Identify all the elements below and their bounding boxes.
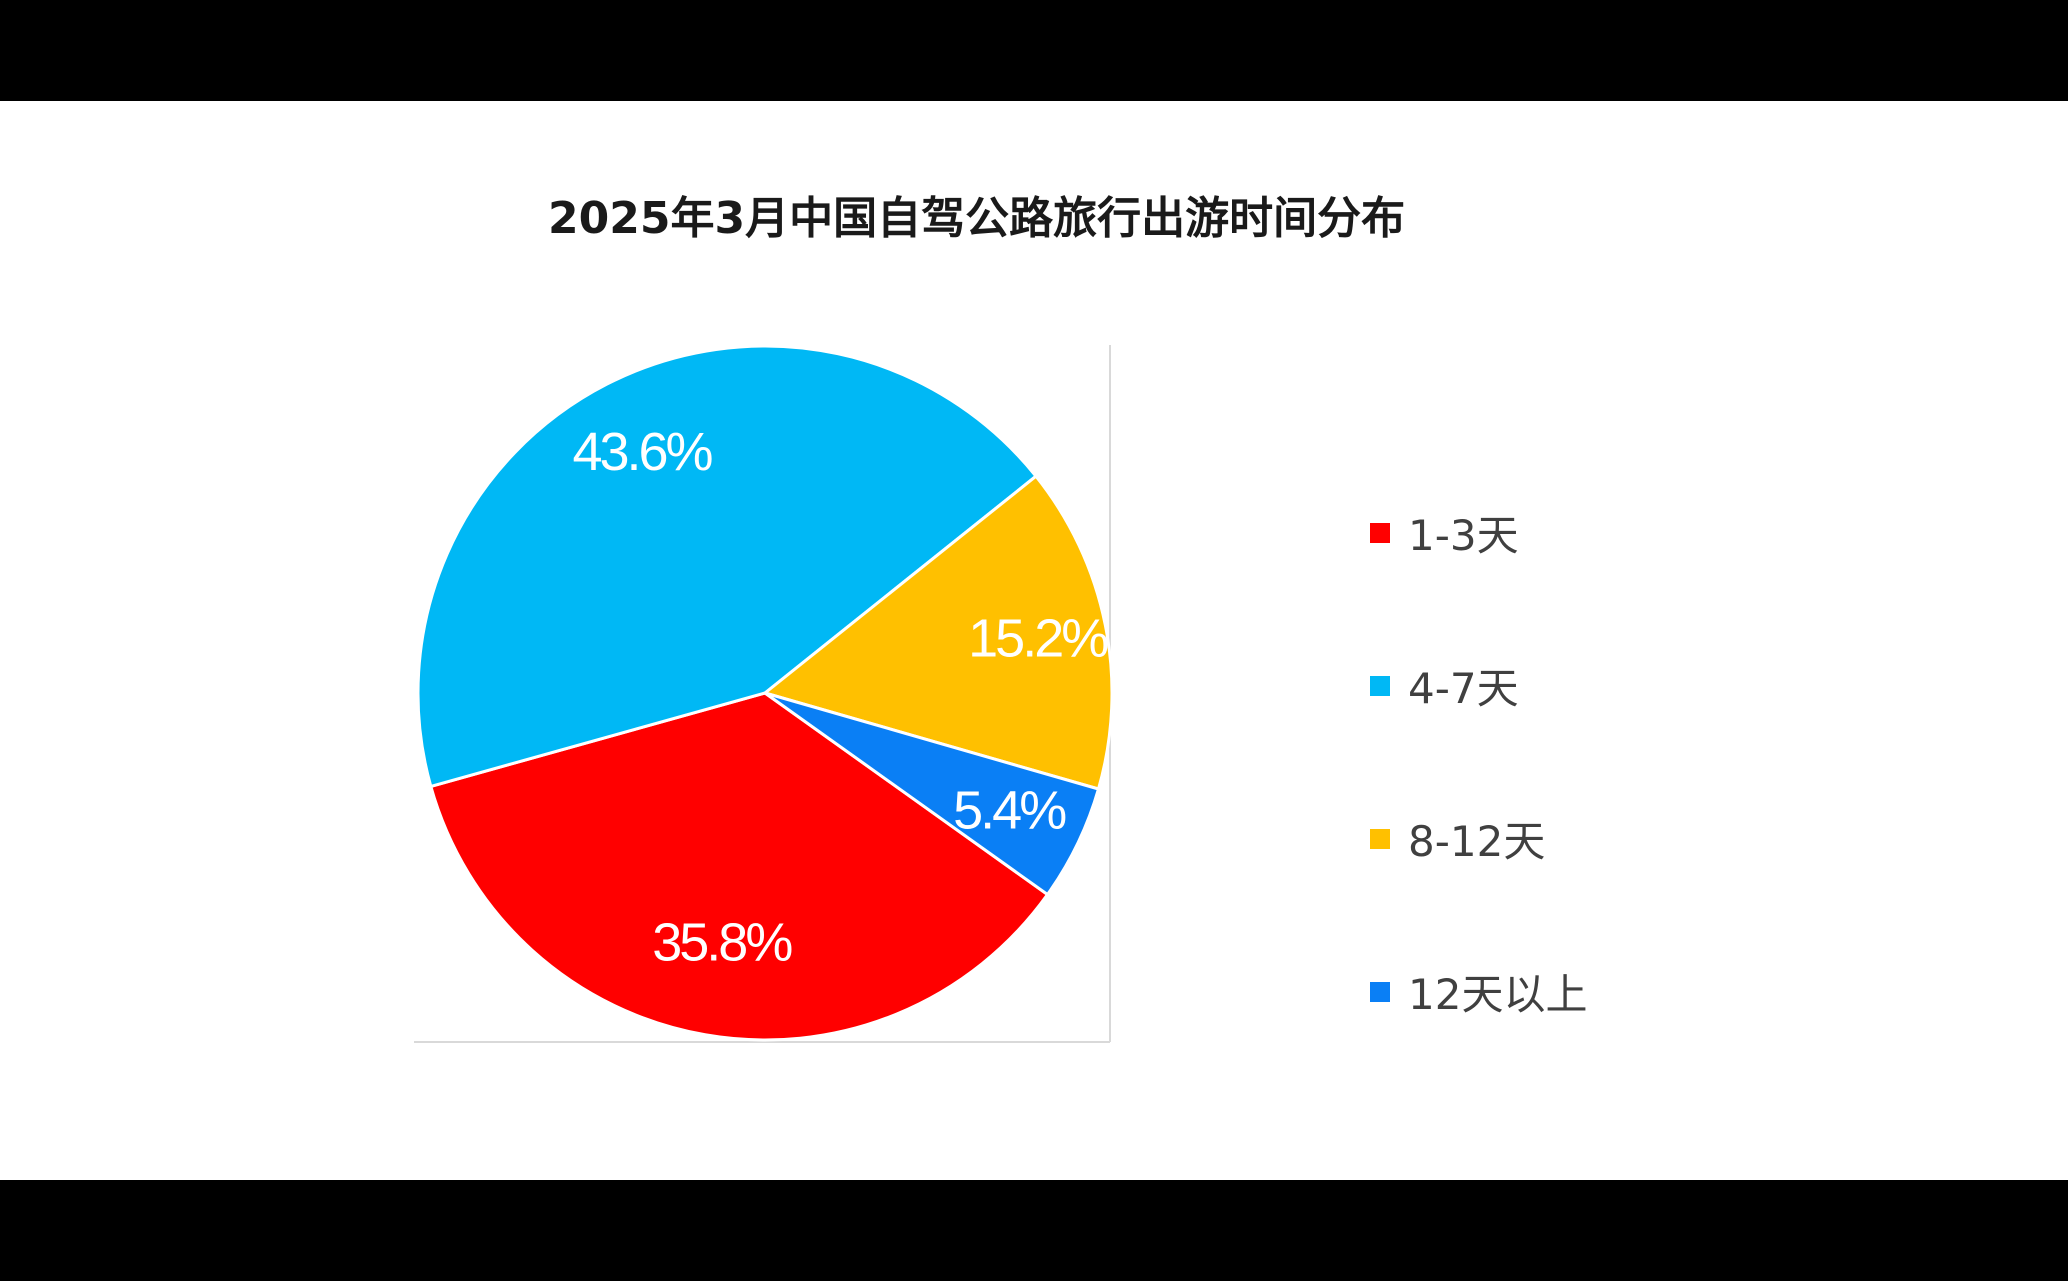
slice-data-label: 5.4%: [953, 781, 1066, 841]
legend: 1-3天 4-7天 8-12天 12天以上: [1370, 456, 1790, 1068]
pie-slice: [763, 474, 1114, 791]
legend-label: 1-3天: [1408, 511, 1519, 560]
pie-slice: [763, 691, 1100, 896]
slice-data-label: 35.8%: [652, 913, 792, 973]
legend-label: 4-7天: [1408, 664, 1519, 713]
legend-swatch: [1370, 828, 1390, 849]
chart-title: 2025年3月中国自驾公路旅行出游时间分布: [548, 193, 1406, 244]
slice-data-label: 43.6%: [572, 422, 712, 482]
legend-item: 1-3天: [1370, 456, 1790, 609]
top-letterbox: [0, 0, 2068, 101]
legend-swatch: [1370, 675, 1390, 696]
slice-data-label: 15.2%: [968, 609, 1108, 669]
legend-item: 8-12天: [1370, 762, 1790, 915]
pie-slice: [416, 344, 1038, 788]
pie-slice: [429, 691, 1049, 1042]
bottom-letterbox: [0, 1180, 2068, 1281]
legend-swatch: [1370, 981, 1390, 1002]
legend-label: 12天以上: [1408, 970, 1588, 1019]
legend-label: 8-12天: [1408, 817, 1546, 866]
legend-item: 4-7天: [1370, 609, 1790, 762]
legend-item: 12天以上: [1370, 915, 1790, 1068]
legend-swatch: [1370, 522, 1390, 543]
